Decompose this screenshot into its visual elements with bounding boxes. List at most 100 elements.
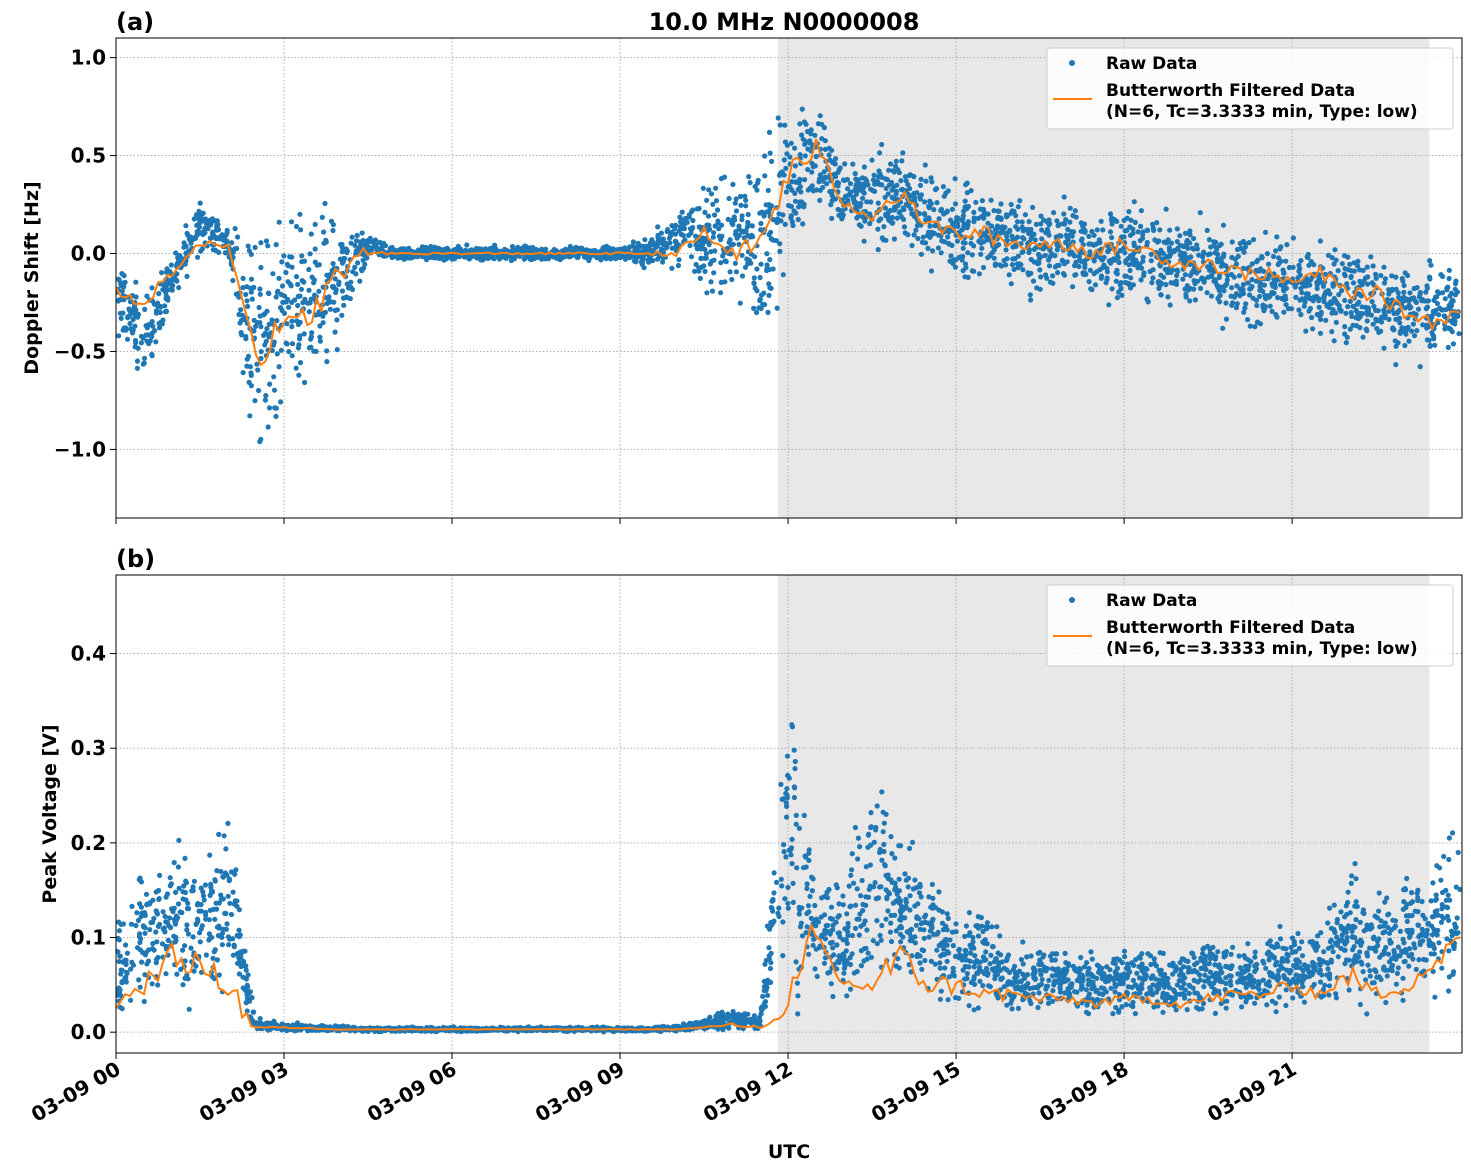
raw-data-point xyxy=(985,220,991,226)
raw-data-point xyxy=(1174,226,1180,232)
raw-data-point xyxy=(321,229,327,235)
raw-data-point xyxy=(367,245,373,251)
raw-data-point xyxy=(1301,303,1307,309)
raw-data-point xyxy=(976,271,983,277)
raw-data-point xyxy=(185,931,192,937)
raw-data-point xyxy=(163,269,170,275)
raw-data-point xyxy=(1428,262,1434,268)
raw-data-point xyxy=(1117,247,1123,254)
raw-data-point xyxy=(248,289,254,295)
raw-data-point xyxy=(870,187,876,194)
raw-data-point xyxy=(1046,222,1052,228)
raw-data-point xyxy=(263,238,270,244)
raw-data-point xyxy=(743,197,749,203)
raw-data-point xyxy=(962,198,968,204)
raw-data-point xyxy=(142,930,148,936)
raw-data-point xyxy=(188,945,194,951)
raw-data-point xyxy=(377,239,383,245)
raw-data-point xyxy=(726,239,732,245)
y-tick-label: 0.0 xyxy=(71,242,106,266)
raw-data-point xyxy=(1089,287,1095,293)
raw-data-point xyxy=(1283,296,1289,302)
raw-data-point xyxy=(258,355,264,362)
raw-data-point xyxy=(971,268,977,274)
raw-data-point xyxy=(901,224,908,230)
raw-data-point xyxy=(747,180,753,186)
raw-data-point xyxy=(1112,257,1118,263)
raw-data-point xyxy=(289,299,295,305)
raw-data-point xyxy=(704,197,710,203)
raw-data-point xyxy=(167,915,173,921)
raw-data-point xyxy=(1119,292,1125,298)
raw-data-point xyxy=(1073,259,1079,265)
raw-data-point xyxy=(732,217,738,223)
raw-data-point xyxy=(258,349,264,355)
raw-data-point xyxy=(1343,310,1349,316)
raw-data-point xyxy=(1133,257,1139,263)
raw-data-point xyxy=(156,887,162,894)
raw-data-point xyxy=(1414,328,1420,334)
raw-data-point xyxy=(992,227,999,233)
raw-data-point xyxy=(1234,301,1240,307)
raw-data-point xyxy=(276,219,282,225)
raw-data-point xyxy=(1449,303,1455,309)
raw-data-point xyxy=(883,211,889,217)
raw-data-point xyxy=(1375,308,1381,314)
raw-data-point xyxy=(169,287,175,293)
raw-data-point xyxy=(760,301,766,307)
raw-data-point xyxy=(1318,316,1324,323)
raw-data-point xyxy=(706,222,712,228)
raw-data-point xyxy=(1320,283,1327,289)
raw-data-point xyxy=(725,216,731,222)
raw-data-point xyxy=(164,920,170,926)
raw-data-point xyxy=(299,253,305,259)
raw-data-point xyxy=(175,901,182,907)
raw-data-point xyxy=(128,921,135,927)
raw-data-point xyxy=(276,364,282,370)
raw-data-point xyxy=(257,291,263,297)
raw-data-point xyxy=(1357,278,1363,284)
raw-data-point xyxy=(1150,267,1156,273)
raw-data-point xyxy=(1047,279,1053,285)
raw-data-point xyxy=(962,240,968,246)
raw-data-point xyxy=(1198,285,1204,291)
raw-data-point xyxy=(1254,302,1260,309)
raw-data-point xyxy=(1100,264,1106,271)
raw-data-point xyxy=(745,211,751,218)
raw-data-point xyxy=(987,253,993,259)
raw-data-point xyxy=(352,242,358,248)
raw-data-point xyxy=(278,399,284,405)
raw-data-point xyxy=(1424,283,1430,289)
raw-data-point xyxy=(650,239,656,245)
raw-data-point xyxy=(289,324,295,330)
raw-data-point xyxy=(168,262,174,268)
raw-data-point xyxy=(206,917,212,923)
raw-data-point xyxy=(349,234,355,240)
raw-data-point xyxy=(214,957,220,963)
raw-data-point xyxy=(1079,236,1085,242)
raw-data-point xyxy=(869,157,875,163)
raw-data-point xyxy=(297,293,303,299)
raw-data-point xyxy=(1425,298,1432,304)
raw-data-point xyxy=(182,889,188,896)
raw-data-point xyxy=(176,837,182,844)
raw-data-point xyxy=(1017,198,1023,204)
raw-data-point xyxy=(250,1009,256,1015)
raw-data-point xyxy=(186,1006,192,1012)
raw-data-point xyxy=(800,221,806,227)
raw-data-point xyxy=(322,309,328,315)
raw-data-point xyxy=(1229,239,1235,245)
raw-data-point xyxy=(258,240,264,246)
raw-data-point xyxy=(1434,300,1440,307)
raw-data-point xyxy=(1006,272,1012,278)
raw-data-point xyxy=(1015,204,1021,210)
raw-data-point xyxy=(1039,236,1045,242)
raw-data-point xyxy=(893,158,899,164)
raw-data-point xyxy=(1063,217,1069,223)
raw-data-point xyxy=(1045,229,1051,235)
raw-data-point xyxy=(1168,280,1174,286)
chart-title: 10.0 MHz N0000008 xyxy=(649,8,920,36)
raw-data-point xyxy=(1434,294,1440,300)
raw-data-point xyxy=(1014,219,1021,225)
raw-data-point xyxy=(158,304,164,310)
